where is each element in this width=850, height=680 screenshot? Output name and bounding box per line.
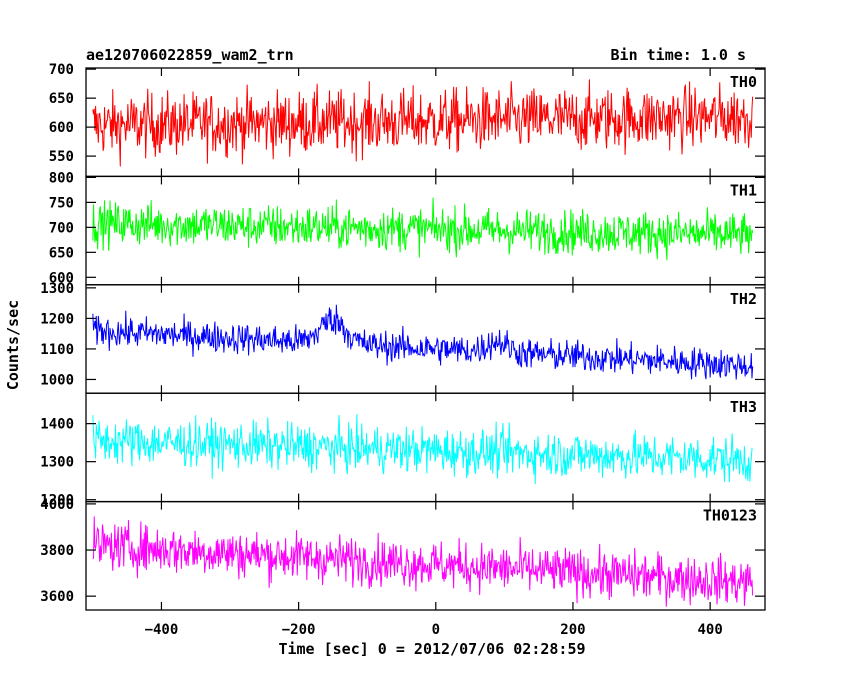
panel-frame xyxy=(85,392,766,503)
y-tick-label: 1400 xyxy=(40,417,74,433)
panels-group: TH0 550 600 650 700 TH1 600 650 700 750 800 TH2 1000… xyxy=(40,62,766,611)
panel-th1: TH1 600 650 700 750 800 xyxy=(49,170,766,286)
series-line-th0 xyxy=(92,79,754,167)
panel-label: TH3 xyxy=(730,398,757,416)
panel-label: TH2 xyxy=(730,290,757,308)
x-tick-label: −200 xyxy=(282,622,316,638)
y-tick-label: 3800 xyxy=(40,543,74,559)
y-tick-label: 550 xyxy=(49,149,74,165)
y-tick-label: 1200 xyxy=(40,493,74,509)
chart-title: ae120706022859_wam2_trn xyxy=(86,46,294,64)
series-line-th0123 xyxy=(92,516,754,607)
panel-frame xyxy=(85,500,766,611)
y-tick-label: 800 xyxy=(49,170,74,186)
chart-subtitle: Bin time: 1.0 s xyxy=(611,46,746,64)
y-tick-label: 1100 xyxy=(40,342,74,358)
series-line-th2 xyxy=(92,304,754,380)
x-tick-label: −400 xyxy=(145,622,179,638)
y-tick-label: 650 xyxy=(49,245,74,261)
series-line-th3 xyxy=(92,414,753,485)
x-axis-label: Time [sec] 0 = 2012/07/06 02:28:59 xyxy=(278,640,585,658)
x-axis: −400 −200 0 200 400 xyxy=(145,622,723,638)
panel-label: TH0 xyxy=(730,73,757,91)
y-tick-label: 600 xyxy=(49,120,74,136)
y-tick-label: 700 xyxy=(49,62,74,78)
y-tick-label: 600 xyxy=(49,270,74,286)
y-axis-label: Counts/sec xyxy=(4,300,22,390)
series-line-th1 xyxy=(92,197,754,261)
y-tick-label: 1300 xyxy=(40,281,74,297)
panel-label: TH1 xyxy=(730,181,757,199)
panel-th0123: TH0123 3600 3800 4000 xyxy=(40,497,766,611)
y-tick-label: 4000 xyxy=(40,497,74,513)
x-tick-label: 0 xyxy=(432,622,440,638)
panel-th2: TH2 1000 1100 1200 1300 xyxy=(40,281,766,394)
panel-label: TH0123 xyxy=(703,507,757,525)
x-tick-label: 200 xyxy=(560,622,585,638)
panel-th3: TH3 1200 1300 1400 xyxy=(40,392,766,509)
y-tick-label: 1000 xyxy=(40,372,74,388)
panel-th0: TH0 550 600 650 700 xyxy=(49,62,766,178)
y-tick-label: 700 xyxy=(49,220,74,236)
y-tick-label: 3600 xyxy=(40,589,74,605)
x-tick-label: 400 xyxy=(697,622,722,638)
y-tick-label: 650 xyxy=(49,91,74,107)
y-tick-label: 750 xyxy=(49,195,74,211)
y-tick-label: 1300 xyxy=(40,455,74,471)
y-tick-label: 1200 xyxy=(40,311,74,327)
